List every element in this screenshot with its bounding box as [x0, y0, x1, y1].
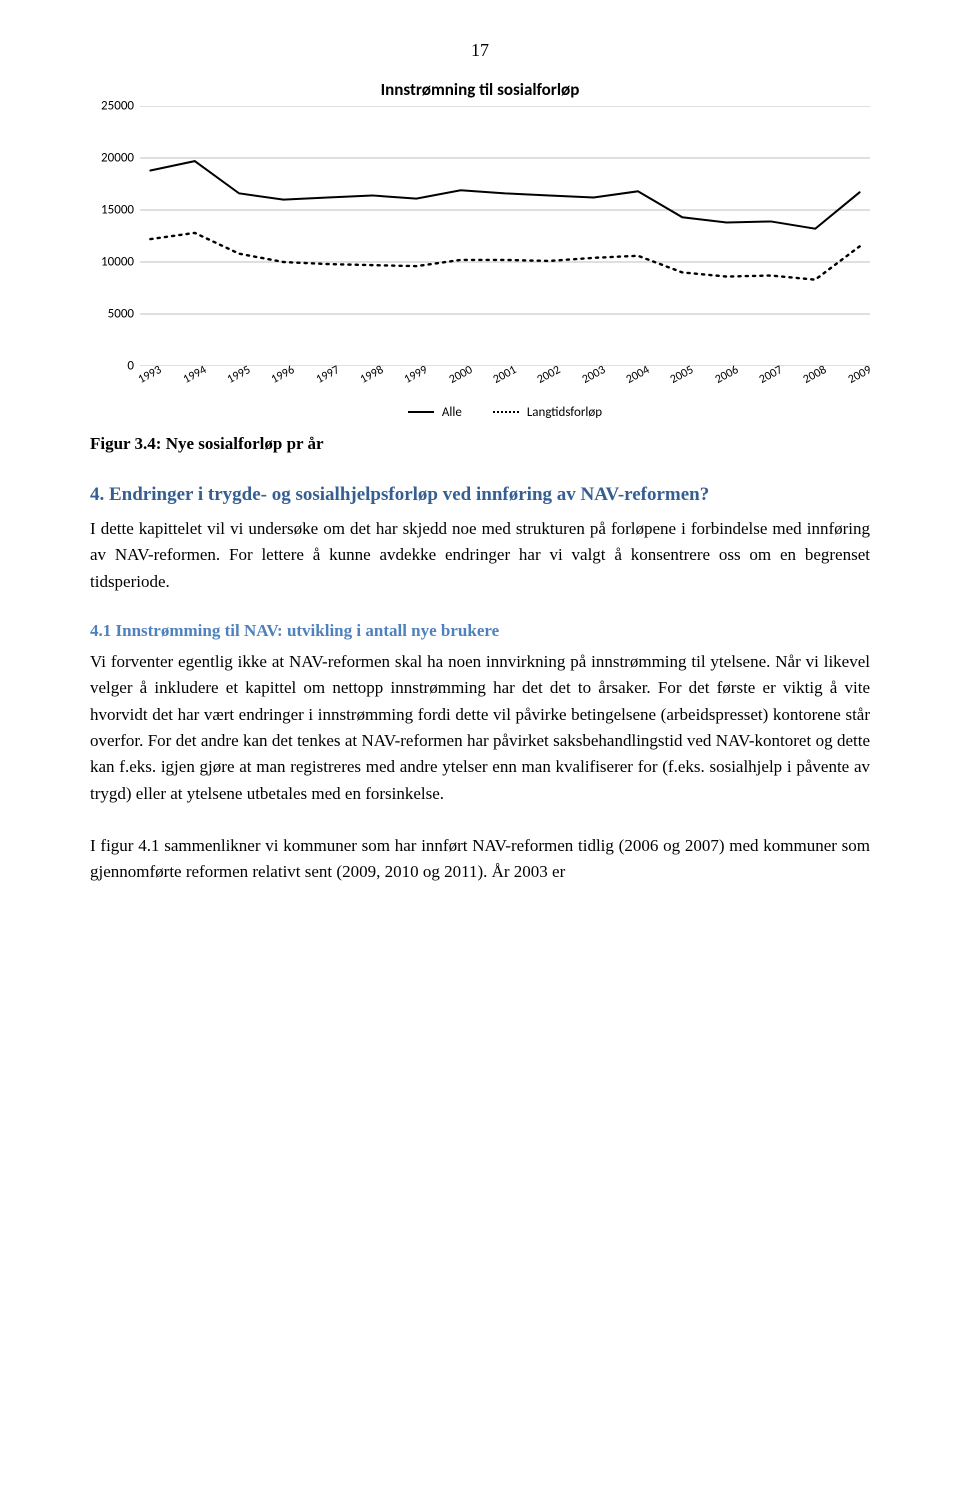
- x-tick-label: 2003: [580, 363, 608, 387]
- x-tick-label: 1995: [225, 363, 253, 387]
- y-tick-label: 20000: [101, 151, 134, 166]
- section-4-heading: 4. Endringer i trygde- og sosialhjelpsfo…: [90, 484, 870, 506]
- y-axis-labels: 0500010000150002000025000: [90, 106, 140, 366]
- x-tick-label: 1999: [402, 363, 430, 387]
- y-tick-label: 15000: [101, 203, 134, 218]
- x-tick-label: 2000: [447, 363, 475, 387]
- chart-title: Innstrømning til sosialforløp: [90, 79, 870, 100]
- x-tick-label: 2002: [535, 363, 563, 387]
- chart-plot-area: [140, 106, 870, 366]
- closing-paragraph: I figur 4.1 sammenlikner vi kommuner som…: [90, 833, 870, 886]
- x-tick-label: 2004: [624, 363, 652, 387]
- section-4-1-body: Vi forventer egentlig ikke at NAV-reform…: [90, 649, 870, 807]
- x-tick-label: 2001: [491, 363, 519, 387]
- section-4-1-heading: 4.1 Innstrømming til NAV: utvikling i an…: [90, 621, 870, 641]
- legend-item-langtidsforlop: Langtidsforløp: [493, 405, 602, 420]
- legend-item-alle: Alle: [408, 405, 462, 420]
- figure-caption: Figur 3.4: Nye sosialforløp pr år: [90, 434, 870, 454]
- x-tick-label: 2007: [757, 363, 785, 387]
- x-tick-label: 1997: [314, 363, 342, 387]
- line-chart: 0500010000150002000025000 19931994199519…: [90, 106, 870, 426]
- legend-swatch-solid: [408, 411, 434, 413]
- x-tick-label: 1994: [181, 363, 209, 387]
- x-tick-label: 2009: [846, 363, 874, 387]
- x-tick-label: 2005: [668, 363, 696, 387]
- section-4-body: I dette kapittelet vil vi undersøke om d…: [90, 516, 870, 595]
- x-tick-label: 2006: [713, 363, 741, 387]
- x-tick-label: 1993: [136, 363, 164, 387]
- y-tick-label: 0: [127, 359, 134, 374]
- x-axis-labels: 1993199419951996199719981999200020012002…: [140, 368, 870, 398]
- x-tick-label: 1998: [358, 363, 386, 387]
- y-tick-label: 5000: [108, 307, 134, 322]
- y-tick-label: 10000: [101, 255, 134, 270]
- y-tick-label: 25000: [101, 99, 134, 114]
- x-tick-label: 2008: [801, 363, 829, 387]
- x-tick-label: 1996: [269, 363, 297, 387]
- legend-swatch-dotted: [493, 411, 519, 413]
- page-number: 17: [90, 40, 870, 61]
- legend-label: Langtidsforløp: [527, 405, 602, 420]
- legend-label: Alle: [442, 405, 462, 420]
- chart-legend: Alle Langtidsforløp: [140, 402, 870, 420]
